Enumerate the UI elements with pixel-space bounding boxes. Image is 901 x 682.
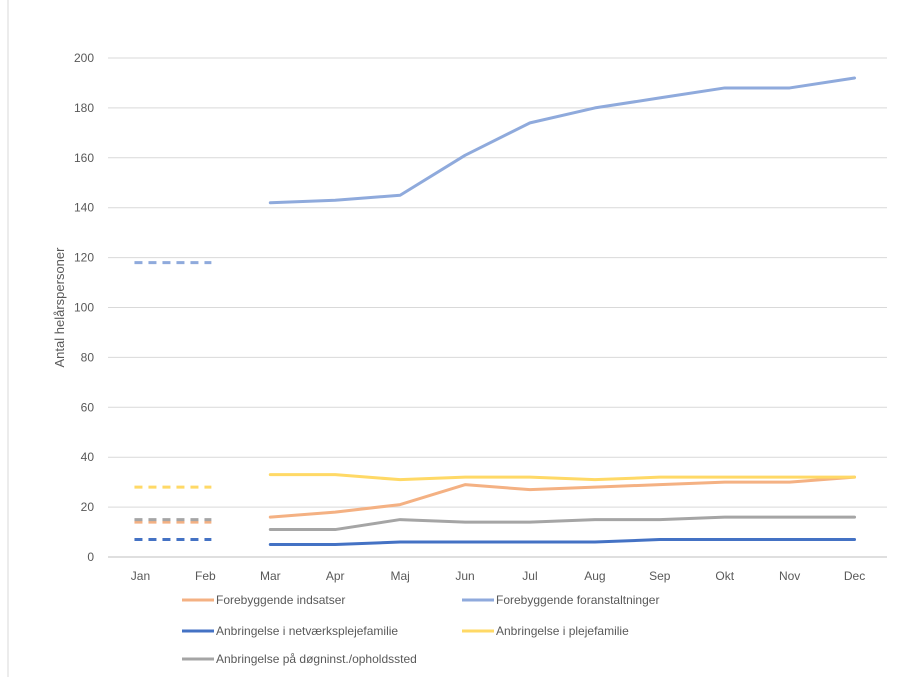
- y-tick-label: 160: [74, 151, 94, 165]
- y-tick-label: 20: [81, 500, 95, 514]
- y-tick-label: 100: [74, 301, 94, 315]
- x-tick-label: Okt: [715, 569, 734, 583]
- y-tick-label: 80: [81, 350, 95, 364]
- series-line: [268, 473, 857, 482]
- series-line: [268, 76, 857, 205]
- y-tick-label: 40: [81, 450, 95, 464]
- x-tick-label: Jun: [455, 569, 474, 583]
- x-tick-label: Apr: [326, 569, 345, 583]
- y-tick-label: 180: [74, 101, 94, 115]
- x-tick-label: Sep: [649, 569, 671, 583]
- x-tick-label: Feb: [195, 569, 216, 583]
- x-tick-label: Maj: [390, 569, 409, 583]
- legend-label: Forebyggende indsatser: [216, 593, 345, 607]
- y-tick-label: 120: [74, 251, 94, 265]
- x-tick-label: Mar: [260, 569, 281, 583]
- series-line: [268, 515, 857, 532]
- series-line: [268, 538, 857, 547]
- y-tick-label: 200: [74, 51, 94, 65]
- y-tick-label: 0: [87, 550, 94, 564]
- x-tick-label: Aug: [584, 569, 605, 583]
- y-tick-label: 60: [81, 400, 95, 414]
- legend-label: Forebyggende foranstaltninger: [496, 593, 659, 607]
- x-tick-label: Dec: [844, 569, 865, 583]
- x-tick-label: Nov: [779, 569, 800, 583]
- legend-label: Anbringelse på døgninst./opholdssted: [216, 652, 417, 666]
- series-line: [268, 475, 857, 519]
- y-axis-title: Antal helårspersoner: [52, 247, 67, 368]
- legend-label: Anbringelse i plejefamilie: [496, 624, 629, 638]
- legend-label: Anbringelse i netværksplejefamilie: [216, 624, 398, 638]
- x-tick-label: Jan: [131, 569, 150, 583]
- x-tick-label: Jul: [522, 569, 537, 583]
- y-tick-label: 140: [74, 201, 94, 215]
